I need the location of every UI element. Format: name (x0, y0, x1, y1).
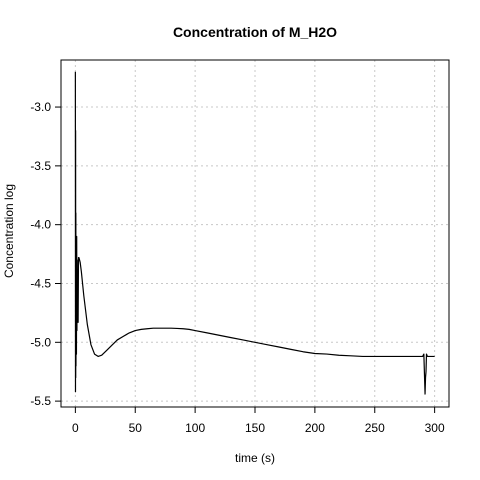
y-tick-label: -4.0 (30, 218, 51, 232)
plot-area-frame (60, 59, 450, 408)
y-tick-label: -3.5 (30, 159, 51, 173)
x-axis-label: time (s) (235, 451, 275, 465)
y-tick-label: -3.0 (30, 100, 51, 114)
x-tick-label: 0 (72, 421, 79, 435)
grid-layer (61, 60, 449, 407)
y-axis-label: Concentration log (2, 184, 16, 278)
x-tick-label: 50 (129, 421, 143, 435)
x-tick-label: 300 (425, 421, 445, 435)
x-tick-label: 250 (365, 421, 385, 435)
x-tick-label: 200 (305, 421, 325, 435)
y-tick-label: -4.5 (30, 276, 51, 290)
series-line (74, 71, 435, 395)
y-tick-label: -5.0 (30, 335, 51, 349)
x-tick-label: 100 (185, 421, 205, 435)
y-tick-label: -5.5 (30, 394, 51, 408)
chart-title: Concentration of M_H2O (173, 24, 337, 40)
plot-layer (74, 71, 435, 395)
x-tick-label: 150 (245, 421, 265, 435)
axis-layer: 0 50 100 150 200 250 300 -3.0 -3.5 -4.0 -4.5 -5.0 -5… (30, 100, 445, 435)
